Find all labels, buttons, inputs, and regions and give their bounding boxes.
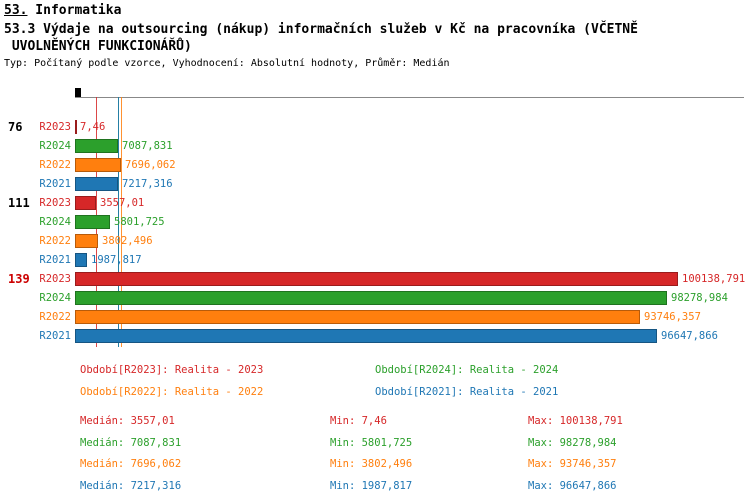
series-label-r2021: R2021: [39, 254, 71, 266]
bar-value-label: 7,46: [80, 121, 106, 133]
median-line-r2022: [121, 97, 122, 347]
stat-median-r2023: Medián: 3557,01: [80, 415, 175, 427]
row-id-label: 111: [8, 196, 30, 210]
series-label-r2022: R2022: [39, 235, 71, 247]
series-label-r2024: R2024: [39, 292, 71, 304]
bar-r2024: [75, 291, 667, 305]
series-label-r2023: R2023: [39, 273, 71, 285]
stat-min-r2023: Min: 7,46: [330, 415, 387, 427]
bar-r2022: [75, 310, 640, 324]
top-axis-line: [75, 97, 744, 98]
chart-legend: Období[R2023]: Realita - 2023 Období[R202…: [0, 364, 750, 404]
bar-r2022: [75, 158, 121, 172]
stat-median-r2024: Medián: 7087,831: [80, 437, 182, 449]
stat-max-r2023: Max: 100138,791: [528, 415, 623, 427]
bar-r2022: [75, 234, 98, 248]
legend-item-r2023: Období[R2023]: Realita - 2023: [80, 364, 264, 376]
bar-value-label: 100138,791: [682, 273, 746, 285]
indicator-title-line1: 53.3 Výdaje na outsourcing (nákup) infor…: [4, 22, 638, 37]
stat-min-r2021: Min: 1987,817: [330, 480, 413, 492]
axis-origin-marker: [75, 88, 81, 97]
bar-value-label: 3557,01: [100, 197, 145, 209]
legend-item-r2022: Období[R2022]: Realita - 2022: [80, 386, 264, 398]
stat-max-r2022: Max: 93746,357: [528, 458, 617, 470]
series-label-r2022: R2022: [39, 159, 71, 171]
bar-r2023: [75, 120, 77, 134]
bar-value-label: 7217,316: [122, 178, 173, 190]
stat-max-r2024: Max: 98278,984: [528, 437, 617, 449]
bar-value-label: 93746,357: [644, 311, 701, 323]
indicator-meta: Typ: Počítaný podle vzorce, Vyhodnocení:…: [4, 58, 450, 69]
row-id-label: 76: [8, 120, 23, 134]
row-id-label: 139: [8, 272, 30, 286]
series-label-r2021: R2021: [39, 178, 71, 190]
median-line-r2021: [118, 97, 119, 347]
bar-value-label: 96647,866: [661, 330, 718, 342]
series-label-r2021: R2021: [39, 330, 71, 342]
stat-median-r2022: Medián: 7696,062: [80, 458, 182, 470]
stat-min-r2024: Min: 5801,725: [330, 437, 413, 449]
bar-r2021: [75, 177, 118, 191]
stats-table: Medián: 3557,01 Min: 7,46 Max: 100138,791 M…: [0, 415, 750, 498]
bar-value-label: 7087,831: [122, 140, 173, 152]
bar-value-label: 3802,496: [102, 235, 153, 247]
bar-r2024: [75, 139, 118, 153]
series-label-r2024: R2024: [39, 140, 71, 152]
bar-value-label: 7696,062: [125, 159, 176, 171]
page-title-number: 53.: [4, 3, 28, 18]
bar-r2023: [75, 272, 678, 286]
bar-value-label: 1987,817: [91, 254, 142, 266]
series-label-r2023: R2023: [39, 197, 71, 209]
stat-max-r2021: Max: 96647,866: [528, 480, 617, 492]
bar-r2021: [75, 329, 657, 343]
series-label-r2022: R2022: [39, 311, 71, 323]
legend-item-r2024: Období[R2024]: Realita - 2024: [375, 364, 559, 376]
stat-min-r2022: Min: 3802,496: [330, 458, 413, 470]
bar-chart: 76 R2023 7,46 R2024 7087,831 R2022 7696,062 R20…: [8, 88, 746, 347]
legend-item-r2021: Období[R2021]: Realita - 2021: [375, 386, 559, 398]
page-title-text: Informatika: [27, 3, 122, 18]
bar-r2021: [75, 253, 87, 267]
bar-value-label: 5801,725: [114, 216, 165, 228]
bar-value-label: 98278,984: [671, 292, 728, 304]
indicator-title-line2: UVOLNĚNÝCH FUNKCIONÁŘŮ): [4, 39, 192, 54]
stat-median-r2021: Medián: 7217,316: [80, 480, 182, 492]
series-label-r2024: R2024: [39, 216, 71, 228]
series-label-r2023: R2023: [39, 121, 71, 133]
bar-r2023: [75, 196, 96, 210]
page-title: 53. Informatika: [4, 3, 121, 18]
bar-r2024: [75, 215, 110, 229]
